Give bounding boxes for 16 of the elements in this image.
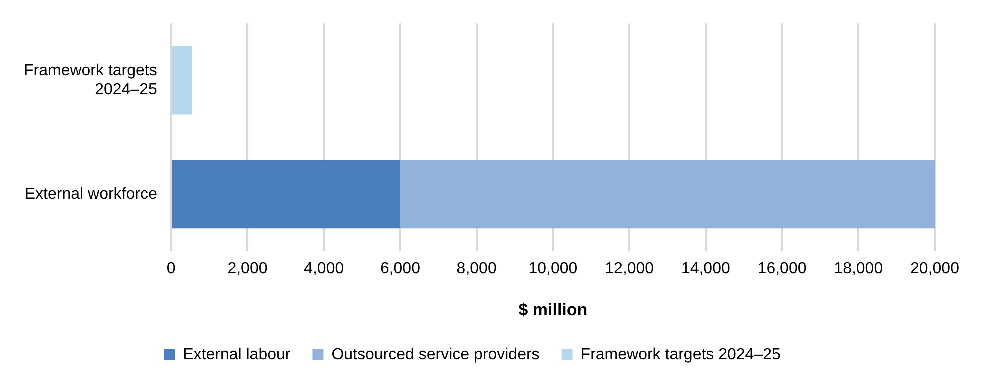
x-tick-label: 0 bbox=[166, 260, 176, 278]
x-axis-title: $ million bbox=[518, 300, 588, 320]
legend-label: External labour bbox=[183, 346, 292, 364]
x-tick-label: 20,000 bbox=[910, 260, 960, 278]
x-tick-label: 16,000 bbox=[758, 260, 807, 278]
x-tick-label: 10,000 bbox=[528, 260, 578, 278]
x-tick-label: 12,000 bbox=[605, 260, 654, 278]
y-tick-label: External workforce bbox=[24, 186, 158, 203]
x-tick-label: 14,000 bbox=[681, 260, 730, 278]
x-tick-label: 4,000 bbox=[304, 260, 344, 278]
x-tick-label: 8,000 bbox=[456, 260, 497, 278]
legend-label: Outsourced service providers bbox=[332, 346, 540, 364]
x-tick-label: 6,000 bbox=[380, 260, 421, 278]
x-tick-label: 18,000 bbox=[834, 260, 884, 278]
x-tick-label: 2,000 bbox=[228, 260, 268, 278]
legend-label: Framework targets 2024–25 bbox=[580, 346, 782, 364]
